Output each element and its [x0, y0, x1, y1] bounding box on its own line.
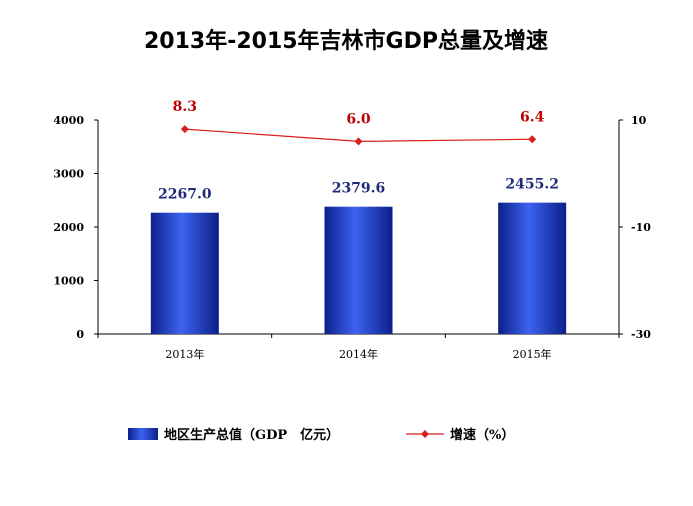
- legend-bar-label: 地区生产总值（GDP 亿元）: [164, 427, 339, 443]
- legend-bar-swatch: [128, 428, 158, 440]
- bar: [498, 202, 567, 334]
- category-label: 2015年: [513, 347, 552, 361]
- bar-value-label: 2267.0: [158, 187, 212, 203]
- left-tick-label: 4000: [53, 114, 84, 127]
- legend-line-marker: [421, 430, 429, 438]
- line-point: [528, 135, 537, 144]
- category-label: 2014年: [339, 347, 378, 361]
- legend: 地区生产总值（GDP 亿元） 增速（%）: [128, 427, 514, 443]
- line-point: [180, 125, 189, 134]
- bar-series: 2267.0 2379.6 2455.2: [150, 177, 567, 334]
- right-tick-label: -10: [631, 221, 651, 234]
- right-axis-ticks: -30 -10 10: [619, 114, 651, 341]
- bar: [150, 212, 219, 334]
- left-tick-label: 2000: [53, 221, 84, 234]
- left-tick-label: 0: [76, 328, 84, 341]
- line-value-label: 6.0: [346, 111, 371, 127]
- line-series: 8.3 6.0 6.4: [173, 99, 545, 146]
- left-axis-ticks: 0 1000 2000 3000 4000: [53, 114, 98, 341]
- bar-value-label: 2379.6: [332, 181, 386, 197]
- line-value-label: 6.4: [520, 109, 545, 125]
- left-tick-label: 3000: [53, 168, 84, 181]
- bar: [324, 206, 393, 334]
- chart-title: 2013年-2015年吉林市GDP总量及增速: [144, 28, 548, 54]
- left-tick-label: 1000: [53, 275, 84, 288]
- line-point: [354, 137, 363, 146]
- legend-line-label: 增速（%）: [450, 427, 514, 443]
- line-value-label: 8.3: [173, 99, 197, 115]
- category-label: 2013年: [165, 347, 204, 361]
- right-tick-label: 10: [631, 114, 647, 127]
- right-tick-label: -30: [631, 328, 651, 341]
- bar-value-label: 2455.2: [505, 177, 559, 193]
- category-labels: 2013年 2014年 2015年: [97, 334, 620, 361]
